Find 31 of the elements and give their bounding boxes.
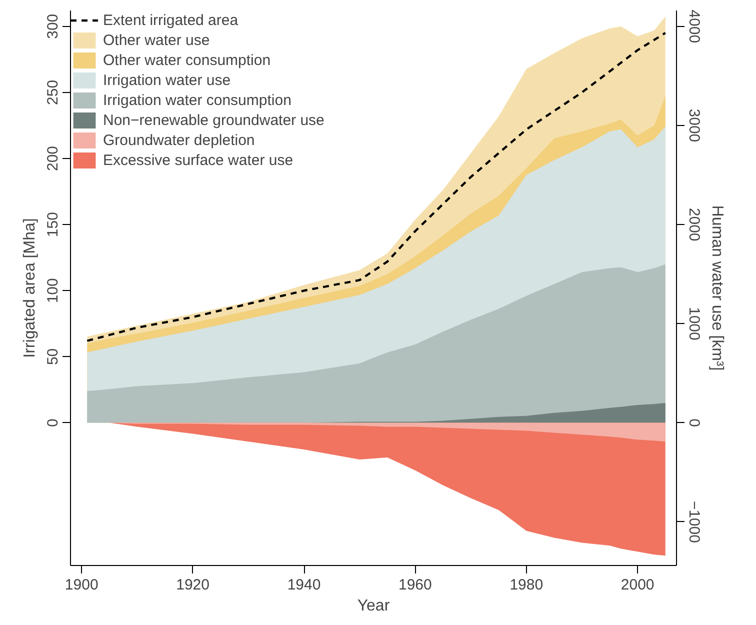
x-tick-label: 1980 [510, 576, 544, 594]
y-tick-label: 300 [44, 14, 62, 39]
x-tick-label: 1940 [287, 576, 321, 594]
y-tick-label: 50 [44, 348, 62, 366]
y-tick-label: 150 [44, 212, 62, 238]
y-tick-label: 0 [44, 418, 62, 427]
y-tick-label: 100 [44, 278, 62, 304]
legend-label: Non−renewable groundwater use [103, 110, 324, 130]
legend-label: Extent irrigated area [103, 10, 238, 30]
y-tick-label: 200 [44, 146, 62, 172]
x-tick-label: 1900 [64, 576, 98, 594]
x-tick-label: 1920 [176, 576, 210, 594]
y2-tick-label: −1000 [686, 500, 702, 543]
legend-label: Other water consumption [103, 50, 271, 70]
line-series [86, 32, 666, 342]
legend-label: Other water use [103, 30, 210, 50]
x-tick-label: 1960 [398, 576, 432, 594]
x-tick-label: 2000 [620, 576, 654, 594]
y-tick-label: 250 [44, 80, 62, 105]
y2-axis-title: Human water use [km³] [708, 205, 726, 371]
legend-label: Groundwater depletion [103, 130, 255, 150]
y2-tick-label: 4000 [686, 10, 702, 44]
legend-label: Irrigation water use [103, 70, 231, 90]
y2-tick-label: 1000 [686, 306, 702, 340]
legend-label: Excessive surface water use [103, 150, 294, 170]
y2-tick-label: 2000 [686, 208, 702, 242]
y2-tick-label: 0 [686, 418, 702, 427]
legend-label: Irrigation water consumption [103, 90, 292, 110]
y2-tick-label: 3000 [686, 108, 702, 142]
x-axis-title: Year [357, 598, 390, 614]
y-axis-title: Irrigated area [Mha] [22, 218, 38, 358]
